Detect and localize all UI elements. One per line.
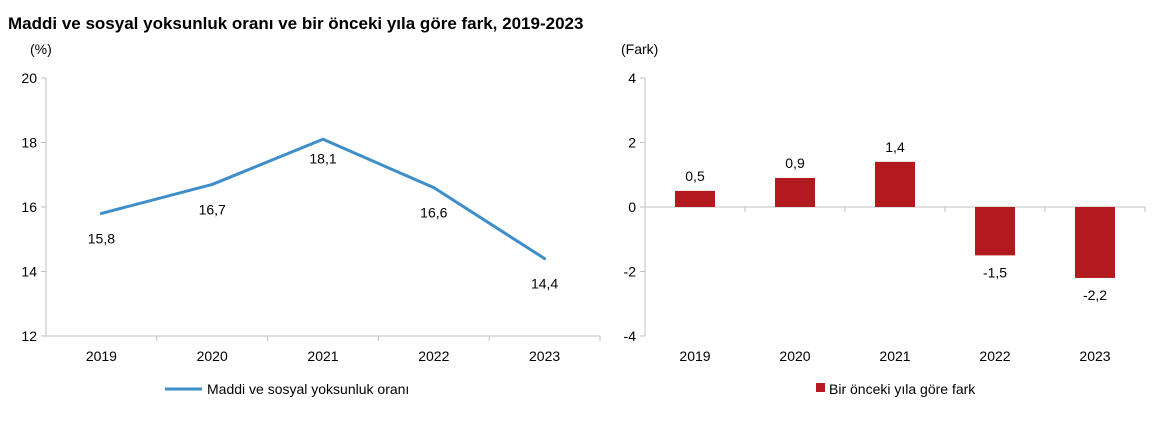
line-point <box>432 186 436 190</box>
left-unit-label: (%) <box>30 41 52 57</box>
right-y-tick-label: 2 <box>628 135 636 151</box>
left-y-tick-label: 20 <box>21 70 37 86</box>
right-x-tick-label: 2020 <box>779 348 810 364</box>
right-y-tick-label: -2 <box>624 264 637 280</box>
bar-data-label: 0,9 <box>785 155 805 171</box>
bar <box>675 190 715 207</box>
left-y-tick-label: 12 <box>21 328 37 344</box>
bar-data-label: 1,4 <box>885 139 905 155</box>
line-point <box>210 182 214 186</box>
right-x-tick-label: 2021 <box>879 348 910 364</box>
bar-data-label: -1,5 <box>983 264 1007 280</box>
line-data-label: 18,1 <box>309 150 336 166</box>
page-title: Maddi ve sosyal yoksunluk oranı ve bir ö… <box>8 14 584 33</box>
line-point <box>321 137 325 141</box>
line-data-label: 14,4 <box>531 276 558 292</box>
line-point <box>99 211 103 215</box>
right-x-tick-label: 2022 <box>979 348 1010 364</box>
line-data-label: 16,7 <box>199 201 226 217</box>
bar <box>975 207 1015 256</box>
right-x-tick-label: 2023 <box>1079 348 1110 364</box>
bar-data-label: 0,5 <box>685 168 705 184</box>
left-x-tick-label: 2021 <box>307 348 338 364</box>
right-unit-label: (Fark) <box>621 41 658 57</box>
bar <box>775 177 815 207</box>
line-point <box>543 257 547 261</box>
right-x-tick-label: 2019 <box>679 348 710 364</box>
right-y-tick-label: 0 <box>628 199 636 215</box>
left-x-tick-label: 2022 <box>418 348 449 364</box>
left-y-tick-label: 14 <box>21 264 37 280</box>
line-data-label: 16,6 <box>420 205 447 221</box>
left-y-tick-label: 16 <box>21 199 37 215</box>
left-y-tick-label: 18 <box>21 135 37 151</box>
bar-data-label: -2,2 <box>1083 287 1107 303</box>
bar <box>1075 207 1115 278</box>
right-y-tick-label: 4 <box>628 70 636 86</box>
left-x-tick-label: 2023 <box>529 348 560 364</box>
left-legend-label: Maddi ve sosyal yoksunluk oranı <box>207 381 409 397</box>
bar <box>875 161 915 207</box>
line-data-label: 15,8 <box>88 230 115 246</box>
left-x-tick-label: 2019 <box>86 348 117 364</box>
right-legend-swatch <box>816 383 825 392</box>
right-y-tick-label: -4 <box>624 328 637 344</box>
right-legend-label: Bir önceki yıla göre fark <box>829 381 976 397</box>
left-x-tick-label: 2020 <box>197 348 228 364</box>
